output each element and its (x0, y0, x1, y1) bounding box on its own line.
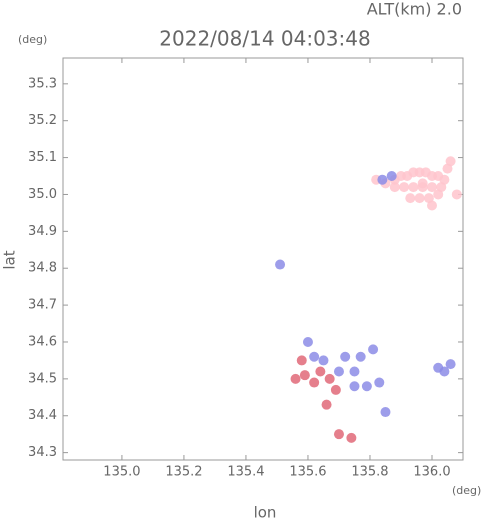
echo-point (445, 359, 456, 370)
echo-point (414, 193, 425, 204)
y-tick-label: 34.8 (28, 261, 57, 276)
echo-point (349, 381, 360, 392)
unit-label: (deg) (18, 33, 47, 46)
echo-point (290, 373, 301, 384)
echo-point (417, 178, 428, 189)
y-tick-label: 35.1 (28, 150, 57, 165)
echo-point (355, 351, 366, 362)
echo-point (302, 336, 313, 347)
y-tick-label: 35.2 (28, 113, 57, 128)
echo-point (405, 193, 416, 204)
echo-point (426, 200, 437, 211)
echo-point (340, 351, 351, 362)
x-tick-label: 135.8 (351, 465, 388, 480)
echo-point (296, 355, 307, 366)
echo-point (439, 366, 450, 377)
echo-point (451, 189, 462, 200)
x-tick-label: 135.6 (289, 465, 326, 480)
x-tick-label: 135.2 (165, 465, 202, 480)
y-tick-label: 35.3 (28, 76, 57, 91)
echo-point (318, 355, 329, 366)
echo-point (309, 351, 320, 362)
echo-point (333, 366, 344, 377)
echo-point (309, 377, 320, 388)
echo-point (333, 429, 344, 440)
echo-point (321, 399, 332, 410)
echo-point (380, 407, 391, 418)
echo-point (433, 189, 444, 200)
y-tick-label: 34.4 (28, 408, 57, 423)
y-tick-label: 35.0 (28, 187, 57, 202)
y-tick-label: 34.6 (28, 334, 57, 349)
y-tick-label: 34.3 (28, 445, 57, 460)
x-axis-label: lon (254, 504, 277, 522)
y-tick-label: 34.7 (28, 298, 57, 313)
echo-point (399, 182, 410, 193)
plot-frame (62, 57, 464, 461)
echo-point (275, 259, 286, 270)
x-tick-label: 135.0 (103, 465, 140, 480)
echo-point (389, 182, 400, 193)
y-tick-label: 34.5 (28, 371, 57, 386)
echo-point (299, 370, 310, 381)
y-tick-label: 34.9 (28, 224, 57, 239)
echo-point (426, 182, 437, 193)
echo-point (361, 381, 372, 392)
x-tick-label: 135.4 (227, 465, 264, 480)
echo-point (442, 163, 453, 174)
echo-point (368, 344, 379, 355)
alt-label: ALT(km) 2.0 (367, 0, 462, 19)
y-axis-label: lat (1, 250, 19, 269)
echo-point (349, 366, 360, 377)
echo-point (374, 377, 385, 388)
x-tick-label: 136.0 (413, 465, 450, 480)
echo-point (377, 174, 388, 185)
x-unit-label: (deg) (452, 484, 481, 497)
echo-point (386, 171, 397, 182)
echo-point (324, 373, 335, 384)
chart-title: 2022/08/14 04:03:48 (159, 27, 370, 51)
echo-point (330, 384, 341, 395)
echo-point (315, 366, 326, 377)
echo-point (346, 432, 357, 443)
echo-point (408, 182, 419, 193)
